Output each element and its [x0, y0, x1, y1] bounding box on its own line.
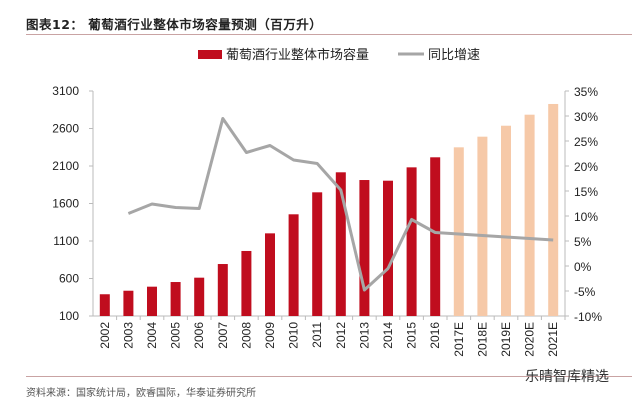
bar [312, 192, 323, 316]
title-divider [26, 34, 632, 35]
right-tick-label: 25% [574, 135, 598, 149]
x-tick-label: 2005 [169, 322, 183, 349]
bar [99, 294, 110, 316]
right-tick-label: 30% [574, 110, 598, 124]
bar [477, 136, 488, 316]
left-tick-label: 1600 [52, 197, 79, 211]
x-tick-label: 2019E [499, 322, 513, 357]
x-tick-label: 2008 [239, 322, 253, 349]
bar [453, 147, 464, 316]
left-tick-label: 2600 [52, 122, 79, 136]
x-tick-label: 2003 [121, 322, 135, 349]
bar [406, 167, 417, 316]
right-tick-label: 10% [574, 210, 598, 224]
left-tick-label: 1100 [53, 234, 79, 248]
bar [123, 290, 134, 316]
x-tick-label: 2014 [381, 322, 395, 349]
legend-bar-swatch [198, 50, 222, 59]
bar [241, 250, 252, 316]
right-tick-label: -10% [574, 310, 602, 324]
chart-title: 图表12： 葡萄酒行业整体市场容量预测（百万升） [26, 17, 323, 32]
x-tick-label: 2020E [523, 322, 537, 357]
bar [265, 233, 275, 316]
bar [288, 214, 299, 316]
x-tick-label: 2002 [98, 322, 112, 349]
bar [335, 172, 346, 316]
x-tick-label: 2004 [145, 322, 159, 349]
bar [194, 277, 205, 316]
x-tick-label: 2009 [263, 322, 277, 349]
x-tick-label: 2018E [475, 322, 489, 357]
x-tick-label: 2015 [405, 322, 419, 349]
left-tick-label: 600 [59, 272, 79, 286]
left-tick-label: 100 [59, 309, 79, 323]
source-note: 资料来源：国家统计局，欧睿国际，华泰证券研究所 [26, 388, 256, 399]
bar [170, 282, 181, 316]
bar [359, 180, 370, 316]
x-tick-label: 2006 [192, 322, 206, 349]
right-tick-label: 5% [574, 235, 592, 249]
x-tick-label: 2016 [428, 322, 442, 349]
bar [524, 114, 535, 316]
legend-line-label: 同比增速 [428, 48, 480, 63]
right-tick-label: -5% [574, 285, 596, 299]
footer-divider [26, 376, 632, 377]
x-tick-label: 2012 [334, 322, 348, 349]
bar [548, 103, 559, 316]
x-tick-label: 2013 [357, 322, 371, 349]
bar [383, 180, 393, 316]
watermark: 乐晴智库精选 [525, 369, 609, 385]
right-tick-label: 35% [574, 85, 598, 99]
bar [217, 264, 228, 316]
x-tick-label: 2017E [452, 322, 466, 357]
x-tick-label: 2011 [310, 322, 324, 348]
right-tick-label: 20% [574, 160, 598, 174]
x-tick-label: 2007 [216, 322, 230, 349]
left-tick-label: 3100 [52, 84, 79, 98]
right-tick-label: 0% [574, 260, 592, 274]
right-tick-label: 15% [574, 185, 598, 199]
x-tick-label: 2021E [546, 322, 560, 357]
bar [147, 286, 157, 316]
bar [501, 125, 511, 316]
bar [430, 157, 441, 316]
left-tick-label: 2100 [52, 159, 79, 173]
legend-bar-label: 葡萄酒行业整体市场容量 [226, 47, 369, 63]
x-tick-label: 2010 [287, 322, 301, 349]
